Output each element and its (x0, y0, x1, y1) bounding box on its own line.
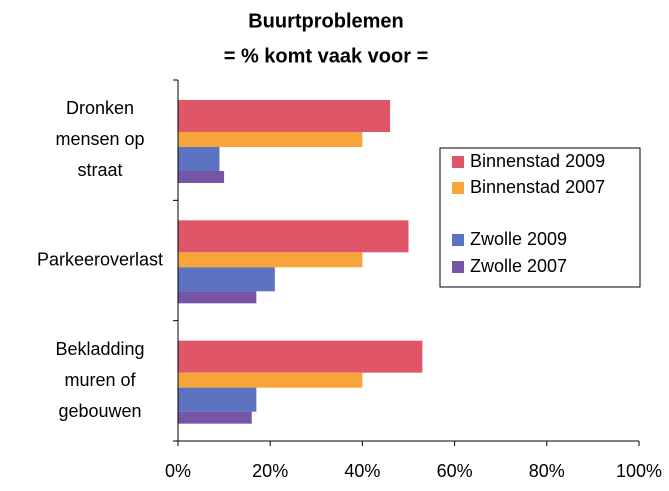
chart-title: Buurtproblemen (248, 10, 404, 32)
y-tick-label: Bekladding muren of gebouwen (55, 339, 144, 421)
bar (178, 411, 252, 424)
bar (178, 100, 391, 132)
legend-label: Zwolle 2007 (470, 256, 567, 276)
legend-label: Binnenstad 2009 (470, 151, 605, 171)
legend-swatch (452, 234, 464, 246)
bar (178, 252, 363, 268)
legend-swatch (452, 156, 464, 168)
bar (178, 340, 423, 373)
bar (178, 267, 275, 292)
legend-label: Binnenstad 2007 (470, 177, 605, 197)
bar (178, 132, 363, 147)
x-tick-label: 80% (529, 461, 565, 481)
bar (178, 220, 409, 253)
legend-label: Zwolle 2009 (470, 229, 567, 249)
x-tick-label: 0% (165, 461, 191, 481)
x-tick-label: 100% (616, 461, 662, 481)
legend-swatch (452, 182, 464, 194)
x-tick-label: 20% (252, 461, 288, 481)
chart-subtitle: = % komt vaak voor = (224, 45, 429, 67)
x-tick-label: 60% (437, 461, 473, 481)
legend-box (439, 147, 641, 288)
x-tick-label: 40% (344, 461, 380, 481)
bar (178, 171, 225, 183)
legend-swatch (452, 261, 464, 273)
bar (178, 147, 220, 171)
bar (178, 372, 363, 388)
y-tick-label: Dronken mensen op straat (55, 98, 144, 180)
y-tick-label: Parkeeroverlast (37, 249, 163, 269)
bar (178, 387, 257, 412)
bar (178, 291, 257, 304)
